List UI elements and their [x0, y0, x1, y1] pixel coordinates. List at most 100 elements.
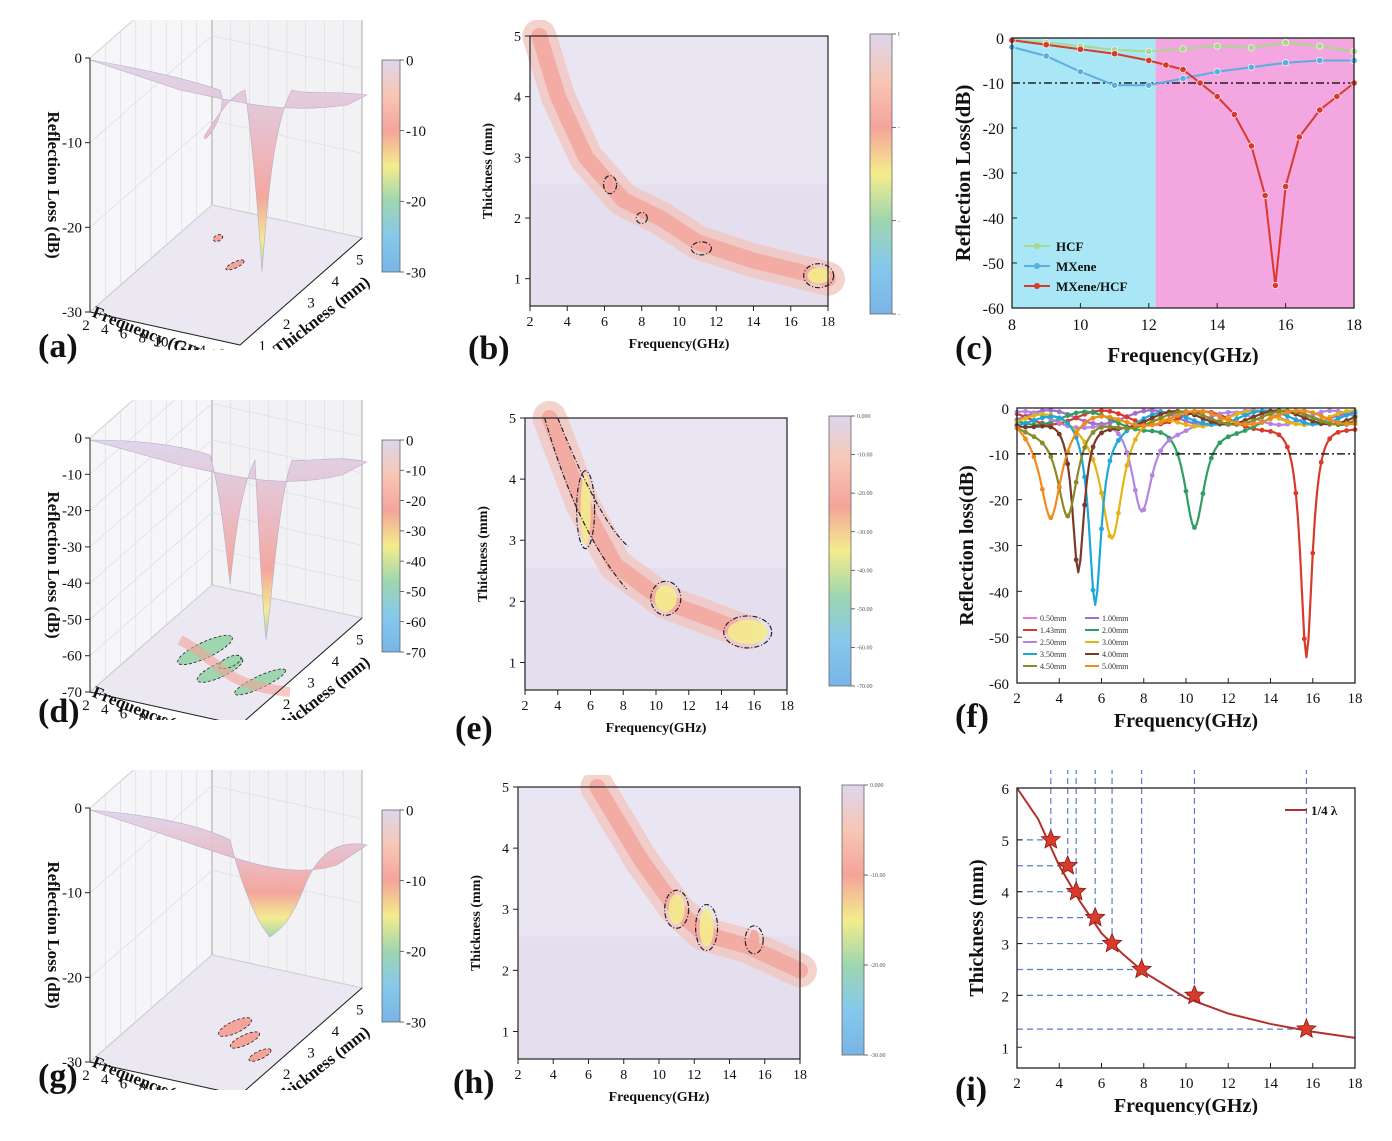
y-tick-label: 2	[283, 317, 291, 333]
y-tick-label: -20	[989, 494, 1009, 510]
line-c: 8 10 12 14 16 18 0 -10 -20 -30 -40 -50 -60 Frequency(…	[951, 31, 1362, 365]
cb3d-g-colorbar	[381, 809, 401, 1023]
series-2.00mm-marker	[1242, 428, 1248, 433]
y-tick-label: -60	[989, 677, 1009, 693]
series-3.00mm-marker	[1285, 419, 1290, 425]
series-MXene-marker	[1213, 68, 1221, 76]
y-tick-label: 2	[509, 595, 516, 610]
series-4.50mm-marker	[1031, 434, 1037, 440]
contour-line	[744, 925, 764, 955]
series-HCF-marker	[1282, 38, 1290, 46]
panel-label-d: (d)	[38, 693, 80, 730]
z-tick-label: -20	[62, 504, 82, 520]
y-tick-label: 1	[258, 338, 266, 350]
cb-b-colorbar-label: -10.00	[898, 125, 900, 131]
x-tick-label: 18	[1348, 1076, 1363, 1092]
series-5.00mm-marker	[1335, 420, 1341, 425]
series-2.00mm-marker	[1116, 420, 1121, 426]
series-2.00mm-marker	[1073, 410, 1079, 416]
series-2.50mm-marker	[1225, 409, 1231, 415]
series-4.50mm-marker	[1327, 421, 1333, 426]
series-3.00mm-marker	[1234, 411, 1240, 417]
y-tick-label: -10	[983, 76, 1004, 93]
cb-e-colorbar-label: -70.00	[857, 684, 873, 690]
series-3.00mm-marker	[1124, 463, 1130, 468]
series-MXene/HCF-marker	[1333, 93, 1341, 101]
legend-label: 0.50mm	[1040, 614, 1067, 623]
series-3.00mm-marker	[1039, 412, 1045, 417]
matching-star	[1295, 1018, 1317, 1039]
series-3.50mm-marker	[1082, 474, 1087, 480]
y-axis-title: Reflection Loss(dB)	[951, 85, 975, 262]
series-4.00mm-marker	[1149, 415, 1155, 421]
cb3d-d-colorbar-label: -20	[406, 494, 426, 510]
series-3.50mm-marker	[1344, 412, 1349, 418]
y-tick-label: 4	[332, 1024, 340, 1040]
cb-b-colorbar-label: -30.00	[898, 312, 900, 318]
x-tick-label: 4	[101, 322, 109, 338]
x-tick-label: 10	[672, 315, 686, 330]
y-tick-label: 0	[996, 31, 1004, 48]
x-tick-label: 6	[120, 1076, 128, 1090]
x-tick-label: 4	[101, 702, 109, 718]
series-3.50mm-marker	[1335, 416, 1341, 422]
series-5.00mm-marker	[1293, 408, 1299, 414]
y-tick-label: -30	[983, 166, 1004, 183]
z-tick-label: -50	[62, 612, 82, 628]
legend-marker	[1034, 243, 1040, 249]
series-1.00mm-marker	[1107, 420, 1113, 426]
series-5.00mm-marker	[1082, 420, 1087, 426]
x-tick-label: 8	[620, 1068, 627, 1083]
z-tick-label: -20	[62, 220, 82, 236]
series-5.00mm-marker	[1116, 417, 1121, 422]
series-3.00mm-marker	[1175, 419, 1180, 425]
z-tick-label: -70	[62, 685, 82, 701]
z-tick-label: -30	[62, 305, 82, 321]
wall-grid	[211, 403, 363, 437]
series-5.00mm-marker	[1073, 430, 1079, 436]
contour-line	[803, 263, 835, 289]
y-tick-label: 3	[307, 296, 315, 312]
cb-e-colorbar-label: -20.00	[857, 491, 873, 497]
series-2.00mm-marker	[1208, 455, 1214, 461]
x-tick-label: 10	[1179, 691, 1194, 707]
contour-e: 2 4 6 8 10 12 14 16 1812345Frequency(GHz)Thickne…	[476, 401, 794, 736]
panel-label-a: (a)	[38, 328, 78, 365]
series-3.00mm-marker	[1335, 411, 1341, 417]
z-axis-title: Reflection Loss (dB)	[44, 491, 63, 638]
y-axis-title: Thickness (mm)	[476, 506, 491, 602]
series-3.50mm-marker	[1200, 420, 1206, 426]
series-3.50mm-marker	[1107, 458, 1113, 464]
series-MXene/HCF-marker	[1261, 192, 1269, 200]
series-HCF-marker	[1213, 42, 1221, 50]
series-4.50mm-marker	[1259, 414, 1265, 420]
series-4.50mm-marker	[1082, 445, 1087, 450]
series-3.50mm-marker	[1031, 417, 1037, 423]
cb-h-colorbar-label: 0.000	[870, 783, 884, 789]
y-tick-label: -30	[989, 540, 1009, 556]
series-2.00mm-marker	[1090, 410, 1096, 416]
panel-label-f: (f)	[955, 698, 989, 735]
x-tick-label: 4	[101, 1072, 109, 1088]
contour-line	[664, 889, 690, 929]
series-5.00mm-marker	[1234, 420, 1240, 426]
legend-label-HCF: HCF	[1056, 239, 1084, 254]
cb3d-a-colorbar-label: -10	[406, 124, 426, 140]
y-tick-label: 3	[307, 1046, 315, 1062]
matching-star	[1183, 984, 1205, 1005]
series-5.00mm-marker	[1285, 409, 1290, 415]
series-4.50mm-marker	[1175, 409, 1180, 415]
series-4.50mm-marker	[1107, 424, 1113, 430]
x-tick-label: 12	[1221, 691, 1236, 707]
wall-grid	[211, 35, 363, 70]
x-tick-label: 16	[1305, 1076, 1321, 1092]
y-tick-label: 3	[514, 151, 521, 166]
series-4.50mm-marker	[1116, 425, 1121, 430]
series-MXene/HCF-marker	[1076, 45, 1084, 53]
series-3.50mm-marker	[1065, 420, 1071, 426]
hotspot	[668, 894, 685, 925]
x-tick-label: 8	[620, 699, 627, 714]
cb-e-colorbar-label: -50.00	[857, 607, 873, 613]
series-2.50mm-marker	[1158, 448, 1164, 454]
y-tick-label: -50	[989, 631, 1009, 647]
